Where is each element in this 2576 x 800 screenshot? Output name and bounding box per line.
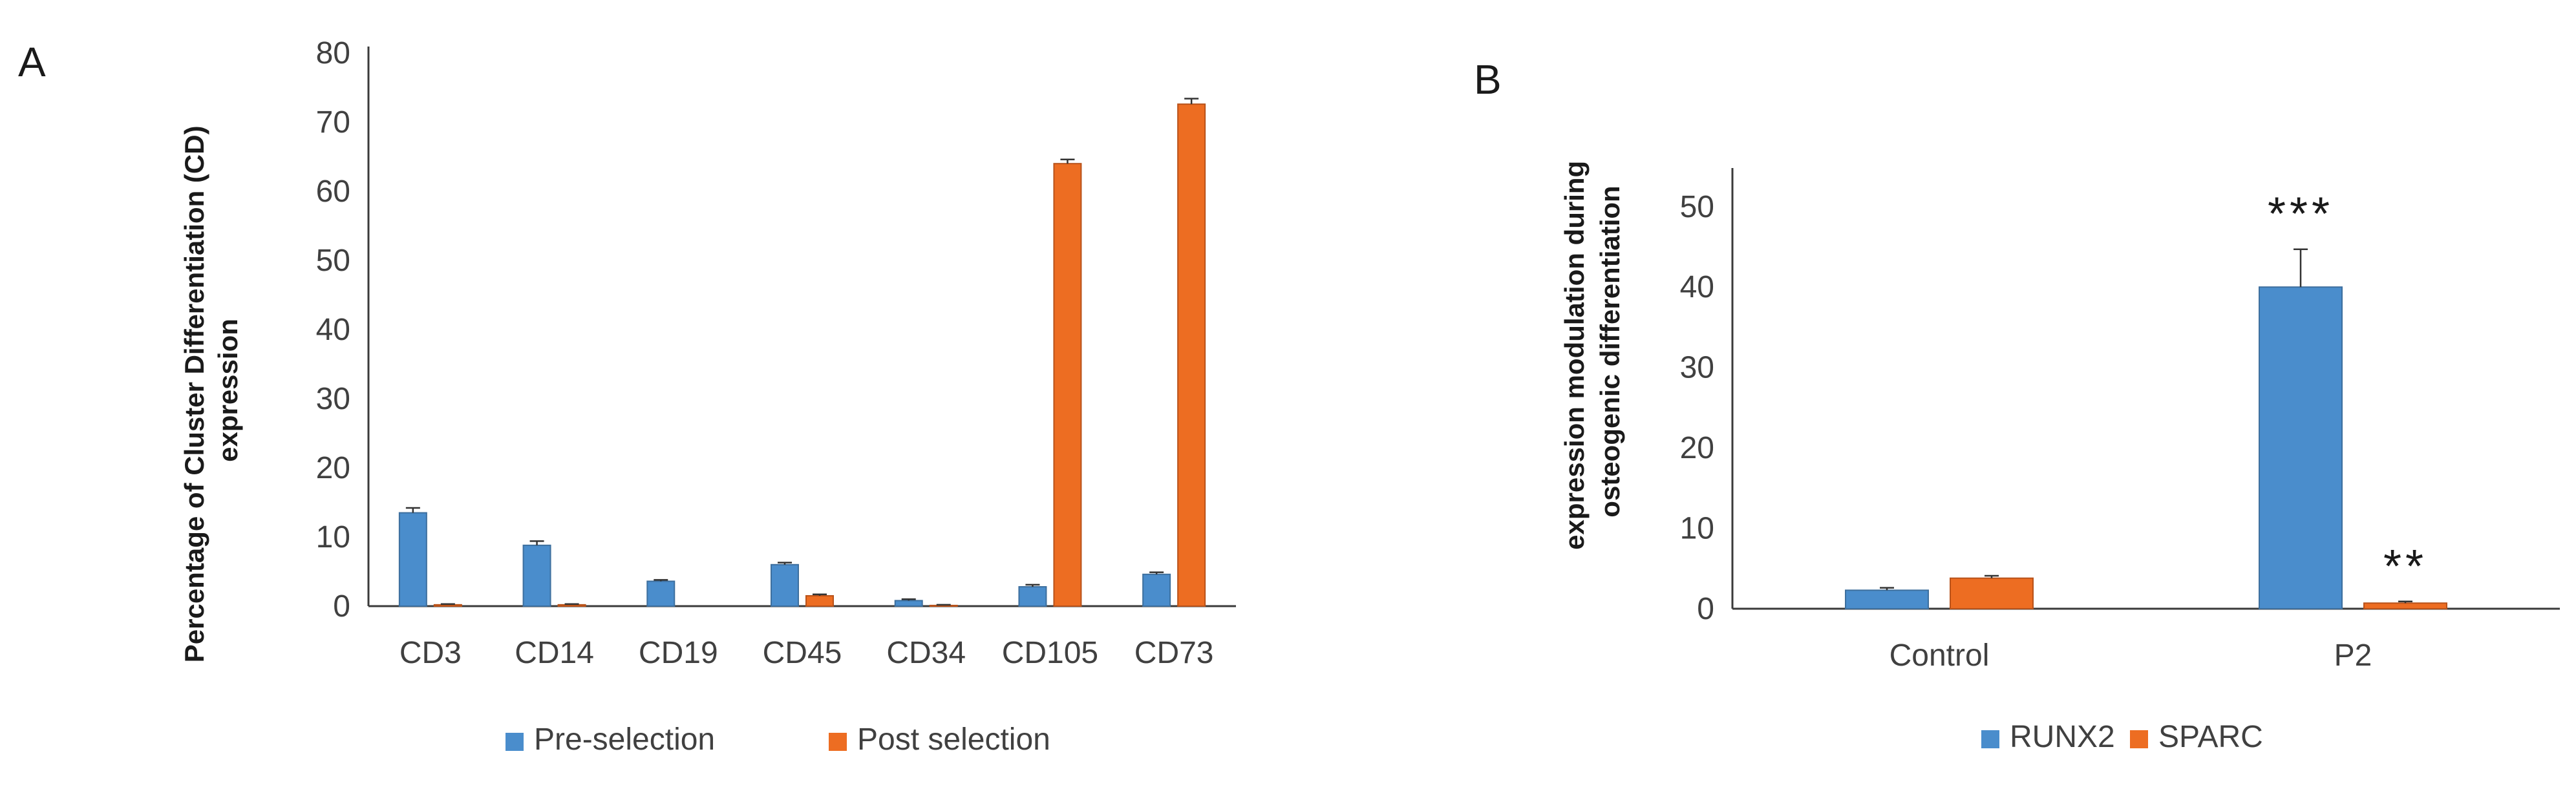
significance-annotation: ** <box>2383 541 2427 593</box>
significance-annotation: *** <box>2268 189 2334 240</box>
bar-post-selection <box>557 604 586 607</box>
x-tick-label: CD34 <box>886 636 966 670</box>
y-tick-label: 30 <box>1680 351 1714 385</box>
bar-sparc <box>1950 577 2034 610</box>
panel-label-b: B <box>1474 56 1502 103</box>
x-tick-label: Control <box>1889 638 1990 673</box>
y-tick-label: 0 <box>1697 592 1714 626</box>
panel-a-ylabel-line1: Percentage of Cluster Differentiation (C… <box>179 125 209 662</box>
y-tick-label: 70 <box>316 105 350 140</box>
y-tick-label: 10 <box>316 520 350 554</box>
y-tick-label: 60 <box>316 174 350 209</box>
bar-pre-selection <box>398 512 427 607</box>
bar-post-selection <box>805 595 834 607</box>
y-tick-label: 30 <box>316 382 350 416</box>
y-tick-label: 20 <box>316 451 350 485</box>
y-tick-label: 50 <box>1680 190 1714 224</box>
legend-label: RUNX2 <box>2010 720 2115 754</box>
x-tick-label: CD105 <box>1002 636 1098 670</box>
x-tick-label: CD3 <box>399 636 462 670</box>
bar-pre-selection <box>646 580 676 607</box>
panel-a-ylabel: Percentage of Cluster Differentiation (C… <box>179 118 243 662</box>
x-tick-label: CD73 <box>1134 636 1214 670</box>
legend-swatch <box>829 733 847 751</box>
legend-label: SPARC <box>2158 720 2263 754</box>
chart-a: 0 10 20 30 40 50 60 70 80 CD3 CD14 CD19 CD45 CD34 CD10… <box>316 36 1236 757</box>
y-tick-label: 0 <box>333 589 350 624</box>
panel-label-a: A <box>18 39 46 85</box>
legend-swatch <box>506 733 524 751</box>
x-tick-label: CD45 <box>763 636 842 670</box>
legend-swatch <box>1981 730 1999 748</box>
panel-b-ylabel-line1: expression modulation during <box>1559 161 1590 550</box>
x-tick-label: P2 <box>2334 638 2372 673</box>
bar-pre-selection <box>894 600 923 607</box>
bar-runx2 <box>1845 589 1929 610</box>
bar-post-selection <box>1053 163 1082 607</box>
legend-label: Post selection <box>857 722 1050 757</box>
bar-pre-selection <box>771 563 799 607</box>
bar-post-selection <box>1177 103 1206 607</box>
y-tick-label: 80 <box>316 36 350 70</box>
panel-a-ylabel-line2: expression <box>213 319 243 462</box>
bar-sparc <box>2363 602 2447 609</box>
y-tick-label: 40 <box>316 313 350 347</box>
legend-label: Pre-selection <box>534 722 715 757</box>
bar-runx2 <box>2259 286 2343 609</box>
y-tick-label: 10 <box>1680 512 1714 546</box>
x-tick-label: CD19 <box>639 636 718 670</box>
y-tick-label: 50 <box>316 244 350 278</box>
bar-pre-selection <box>522 544 551 607</box>
x-tick-label: CD14 <box>515 636 594 670</box>
panel-b-ylabel: expression modulation during osteogenic … <box>1559 153 1625 550</box>
bar-pre-selection <box>1142 573 1171 607</box>
y-tick-label: 20 <box>1680 431 1714 465</box>
y-tick-label: 40 <box>1680 270 1714 304</box>
bar-post-selection <box>433 604 462 607</box>
bar-pre-selection <box>1018 586 1047 607</box>
panel-b-ylabel-line2: osteogenic differentiation <box>1595 185 1625 517</box>
legend-swatch <box>2130 730 2148 748</box>
